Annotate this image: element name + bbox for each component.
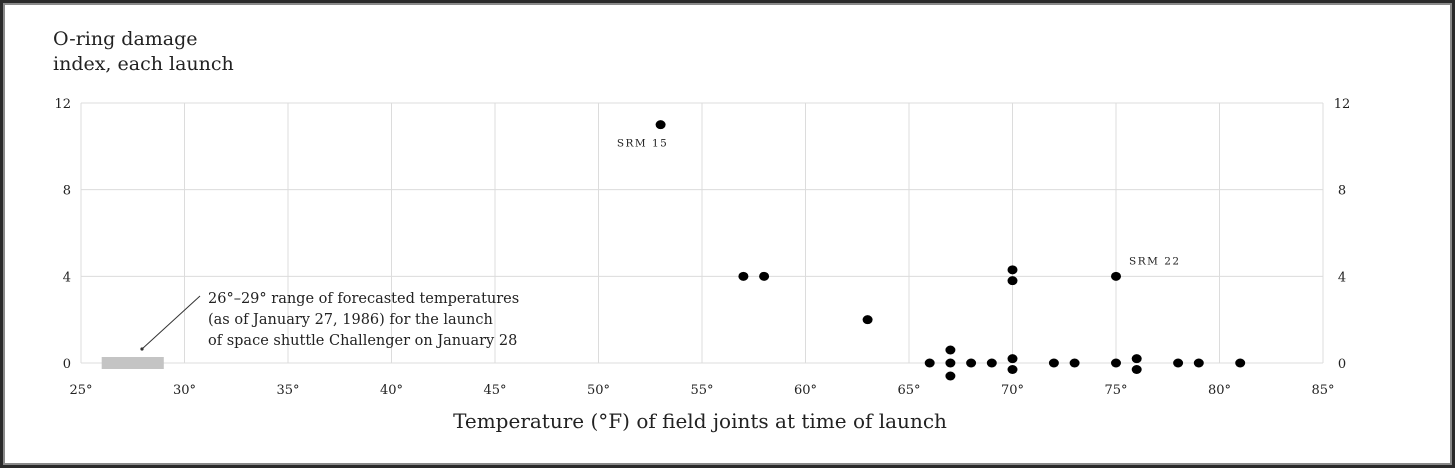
- data-point: [1007, 365, 1018, 374]
- x-tick-label: 70°: [1001, 383, 1024, 398]
- data-point: [655, 120, 666, 130]
- x-tick-label: 45°: [483, 383, 506, 398]
- data-point: [1007, 354, 1018, 364]
- x-tick-label: 55°: [690, 383, 713, 398]
- data-point: [862, 315, 873, 325]
- forecast-pointer-tip: [140, 347, 144, 351]
- x-tick-label: 50°: [587, 383, 610, 398]
- forecast-range-bar: [101, 357, 164, 369]
- x-tick-label: 40°: [380, 383, 403, 398]
- tick-labels: 25° 30° 35° 40° 45° 50° 55° 60° 65° 70° 75° 80° 85° 0…: [54, 97, 1350, 398]
- annotation-label: SRM 15: [617, 138, 669, 150]
- y-tick-label-left: 4: [63, 270, 71, 285]
- x-tick-label: 85°: [1311, 383, 1334, 398]
- forecast-text-line-1: 26°–29° range of forecasted temperatures: [208, 291, 519, 307]
- data-points: [655, 120, 1246, 381]
- x-tick-label: 35°: [276, 383, 299, 398]
- data-point: [759, 271, 770, 281]
- data-point: [1193, 358, 1204, 368]
- x-tick-label: 25°: [69, 383, 92, 398]
- data-point: [945, 371, 956, 381]
- y-tick-label-left: 8: [63, 184, 71, 199]
- y-axis-label-line-2: index, each launch: [53, 53, 234, 75]
- forecast-text-line-2: (as of January 27, 1986) for the launch: [208, 312, 493, 328]
- data-point: [1131, 354, 1142, 364]
- x-tick-label: 30°: [173, 383, 196, 398]
- forecast-text-line-3: of space shuttle Challenger on January 2…: [208, 333, 517, 349]
- x-tick-label: 60°: [794, 383, 817, 398]
- y-tick-label-right: 12: [1334, 97, 1351, 112]
- data-point: [738, 271, 749, 281]
- data-point: [1173, 358, 1184, 368]
- data-point: [1069, 358, 1080, 368]
- y-tick-label-right: 0: [1338, 357, 1346, 372]
- annotation-label: SRM 22: [1129, 255, 1181, 267]
- chart-svg: 25° 30° 35° 40° 45° 50° 55° 60° 65° 70° 75° 80° 85° 0…: [53, 28, 1350, 433]
- x-tick-label: 75°: [1104, 383, 1127, 398]
- data-point: [986, 358, 997, 368]
- data-point: [1007, 265, 1018, 275]
- forecast-range-group: [101, 357, 164, 369]
- x-tick-label: 65°: [897, 383, 920, 398]
- data-point: [1111, 358, 1121, 368]
- x-tick-label: 80°: [1208, 383, 1231, 398]
- data-point: [1007, 276, 1018, 286]
- data-point: [945, 358, 956, 368]
- y-tick-label-left: 0: [63, 357, 71, 372]
- y-tick-label-right: 4: [1338, 270, 1346, 285]
- data-point: [1131, 365, 1142, 374]
- forecast-pointer-line: [141, 295, 201, 350]
- x-axis-label: Temperature (°F) of field joints at time…: [453, 409, 947, 433]
- data-point: [1048, 358, 1059, 368]
- annotations: SRM 15 SRM 22: [617, 138, 1181, 268]
- data-point: [966, 358, 977, 368]
- y-tick-label-right: 8: [1338, 184, 1346, 199]
- data-point: [1111, 271, 1121, 281]
- data-point: [924, 358, 935, 368]
- data-point: [945, 345, 956, 355]
- y-axis-label-line-1: O-ring damage: [53, 28, 198, 50]
- data-point: [1235, 358, 1246, 368]
- y-tick-label-left: 12: [54, 97, 71, 112]
